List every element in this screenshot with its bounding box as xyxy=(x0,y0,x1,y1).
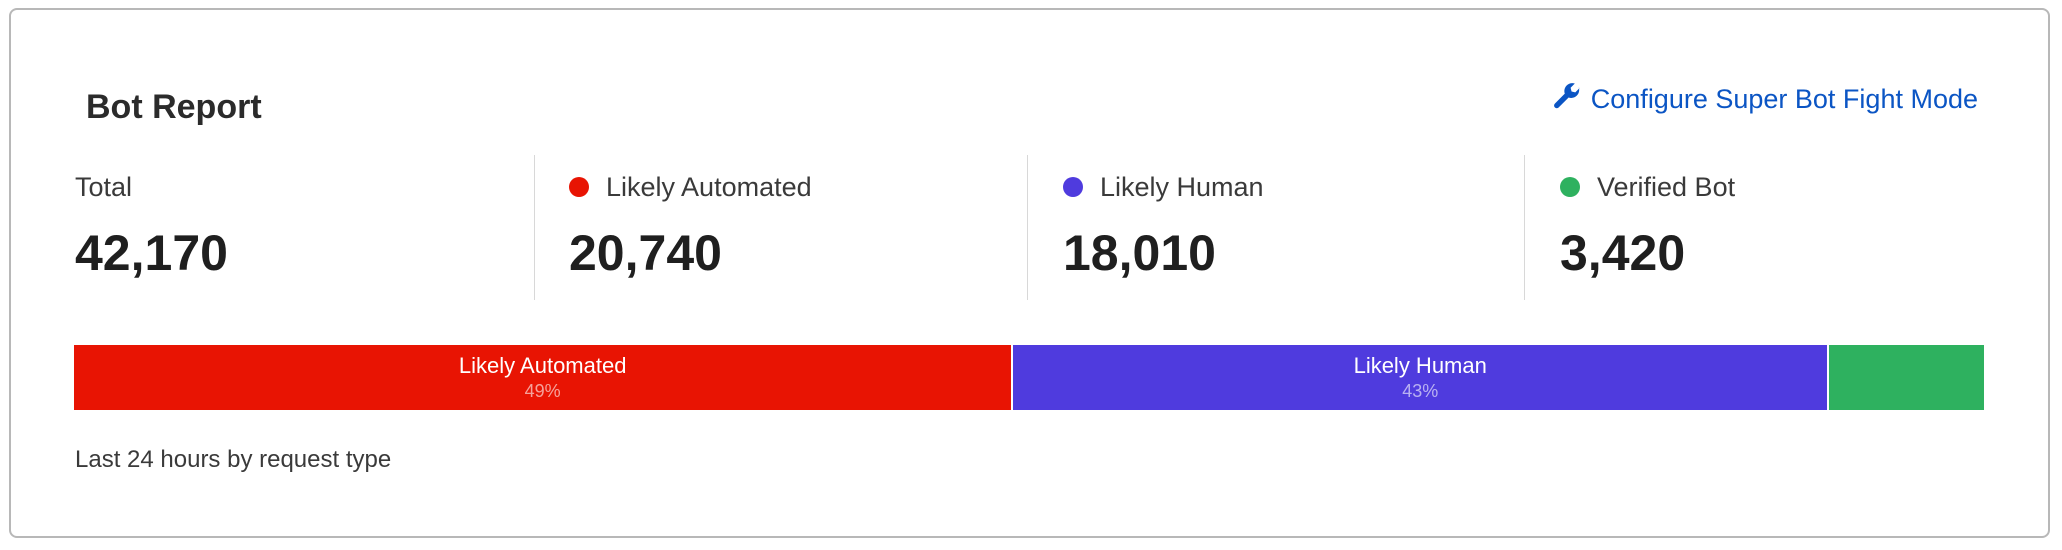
bot-report-card: Bot Report Configure Super Bot Fight Mod… xyxy=(9,8,2050,538)
divider xyxy=(1027,155,1028,300)
segment-label: Likely Automated xyxy=(458,353,627,378)
bar-segment-likely-automated[interactable]: Likely Automated 49% xyxy=(74,345,1014,410)
stat-likely-human: Likely Human 18,010 xyxy=(1055,170,1264,282)
divider xyxy=(534,155,535,300)
configure-super-bot-fight-mode-link[interactable]: Configure Super Bot Fight Mode xyxy=(1553,82,1978,117)
card-title: Bot Report xyxy=(86,88,262,126)
stat-total: Total 42,170 xyxy=(75,170,228,282)
stat-value: 3,420 xyxy=(1560,225,1686,281)
bar-segment-verified-bot[interactable] xyxy=(1829,345,1984,410)
stat-label: Likely Automated xyxy=(606,171,812,202)
stat-label: Likely Human xyxy=(1100,171,1264,202)
configure-link-text: Configure Super Bot Fight Mode xyxy=(1590,84,1978,114)
time-range-caption: Last 24 hours by request type xyxy=(75,446,392,473)
stat-label: Total xyxy=(75,171,133,202)
stat-value: 20,740 xyxy=(569,225,722,281)
segment-percent: 43% xyxy=(1402,381,1439,401)
bar-segment-likely-human[interactable]: Likely Human 43% xyxy=(1013,345,1830,410)
stat-label: Verified Bot xyxy=(1597,171,1736,202)
stat-verified-bot: Verified Bot 3,420 xyxy=(1552,170,1735,282)
request-type-stacked-bar: Likely Automated 49% Likely Human 43% xyxy=(74,345,1984,410)
segment-percent: 49% xyxy=(524,381,561,401)
legend-dot-icon xyxy=(1063,177,1083,197)
segment-label: Likely Human xyxy=(1353,353,1487,378)
stat-value: 18,010 xyxy=(1063,225,1216,281)
wrench-icon xyxy=(1553,82,1581,117)
stat-value: 42,170 xyxy=(75,225,228,281)
legend-dot-icon xyxy=(1560,177,1580,197)
legend-dot-icon xyxy=(569,177,589,197)
stat-likely-automated: Likely Automated 20,740 xyxy=(561,170,812,282)
divider xyxy=(1524,155,1525,300)
